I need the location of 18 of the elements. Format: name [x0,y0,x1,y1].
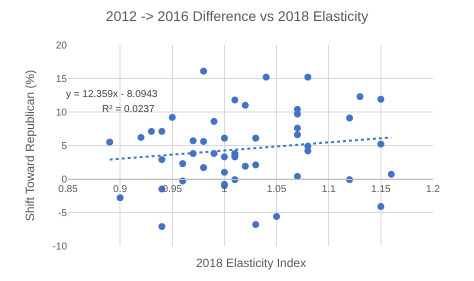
y-tick-label: 5 [61,141,68,152]
x-tick-label: 0.85 [58,184,78,195]
annotation: y = 12.359x - 8.0943 [66,89,158,100]
y-tick-label: -5 [58,208,68,219]
y-tick-label: -10 [52,242,68,252]
y-tick-label: 0 [61,174,68,186]
x-tick-label: 0.9 [113,184,128,195]
x-tick-label: 1.1 [322,184,336,195]
x-tick-label: 1.05 [266,184,287,195]
y-axis-title: Shift Toward Republican (%) [22,70,37,222]
x-axis-title: 2018 Elasticity Index [196,256,306,270]
x-tick-label: 1.15 [371,184,392,195]
y-tick-label: 20 [56,40,68,52]
chart-title: 2012 -> 2016 Difference vs 2018 Elasticity [106,8,368,24]
x-tick-label: 1.2 [426,184,440,195]
y-tick-label: 15 [56,74,68,85]
annotation: R² = 0.0237 [102,104,155,115]
y-tick-label: 10 [56,108,68,118]
